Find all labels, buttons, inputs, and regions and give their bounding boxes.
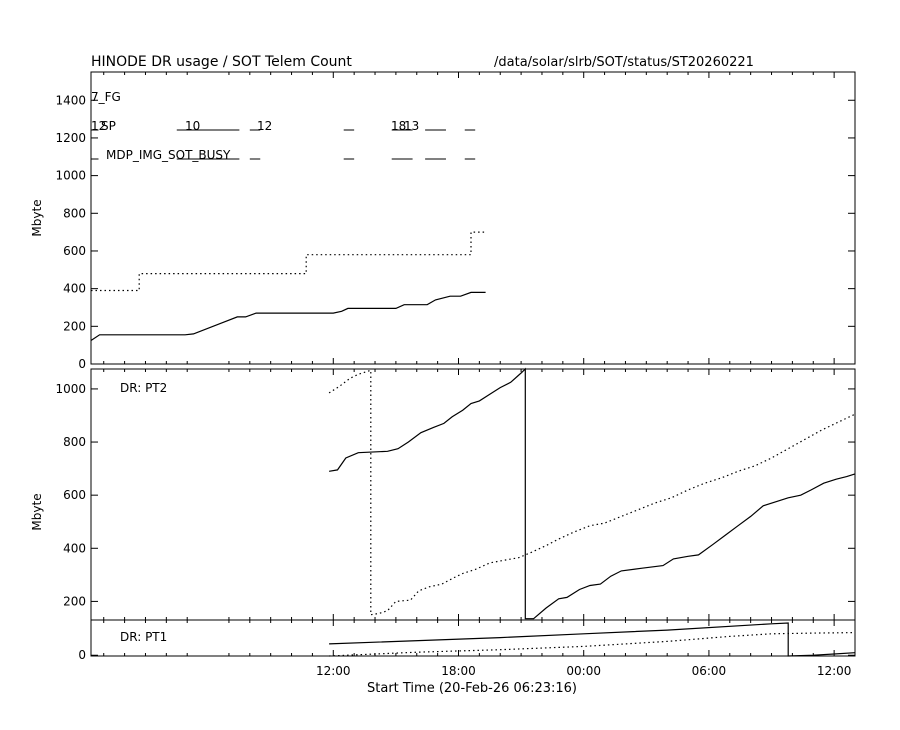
x-tick-label: 18:00 [441,664,476,678]
sp-label: SP [101,119,116,133]
top-y-tick-label: 1000 [55,169,86,183]
middle-y-tick-label: 200 [63,594,86,608]
bottom-series-solid-line [329,622,856,657]
pt1-label: DR: PT1 [120,630,167,644]
data-path: /data/solar/slrb/SOT/status/ST20260221 [494,55,754,70]
top-y-tick-label: 400 [63,282,86,296]
pt2-panel-frame [90,368,856,621]
x-axis-label: Start Time (20-Feb-26 06:23:16) [367,681,577,696]
pt1-panel-frame [90,619,856,657]
fg-label: 7_FG [91,90,121,104]
middle-y-tick-label: 800 [63,435,86,449]
pt2-y-axis-label: Mbyte [30,493,44,530]
middle-series-solid-line [329,367,856,620]
top-y-tick-label: 800 [63,206,86,220]
x-tick-label: 06:00 [692,664,727,678]
top-y-tick-label: 0 [78,357,86,371]
top-y-tick-label: 1200 [55,131,86,145]
top-y-tick-label: 1400 [55,93,86,107]
bottom-series-dotted-line [329,632,856,657]
top-panel-frame [90,71,856,365]
busy-label: MDP_IMG_SOT_BUSY [106,148,231,162]
obs-13-label: 13 [404,119,419,133]
middle-y-tick-label: 600 [63,488,86,502]
middle-y-tick-label: 1000 [55,382,86,396]
middle-y-tick-label: 400 [63,541,86,555]
x-tick-label: 12:00 [817,664,852,678]
pt2-label: DR: PT2 [120,381,167,395]
top-y-axis-label: Mbyte [30,199,44,236]
top-series-dotted-line [91,231,486,292]
top-series-solid-line [90,291,486,342]
x-tick-label: 00:00 [566,664,601,678]
x-tick-label: 12:00 [316,664,351,678]
obs-12-label: 12 [257,119,272,133]
chart-title: HINODE DR usage / SOT Telem Count [91,54,352,70]
top-y-tick-label: 200 [63,319,86,333]
middle-series-dotted-line [328,369,856,616]
obs-10-label: 10 [185,119,200,133]
top-y-tick-label: 600 [63,244,86,258]
bottom-y-tick-label: 0 [78,648,86,662]
